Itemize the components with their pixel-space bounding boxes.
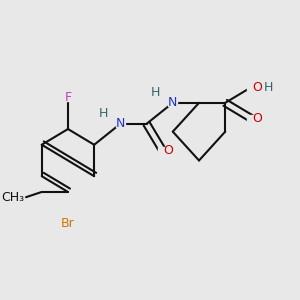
Text: H: H [264,81,273,94]
Text: N: N [168,96,178,109]
Text: Br: Br [61,217,75,230]
Bar [116,121,125,127]
Text: H: H [99,107,108,120]
Bar [63,94,73,101]
Text: O: O [253,112,262,125]
Text: F: F [64,91,71,104]
Text: O: O [253,81,262,94]
Text: CH₃: CH₃ [2,191,25,204]
Bar [247,115,256,122]
Text: H: H [151,86,160,99]
Text: O: O [164,143,173,157]
Bar [247,84,256,90]
Bar [63,220,73,227]
Bar [168,100,177,106]
Bar [158,147,167,153]
Text: N: N [116,117,125,130]
